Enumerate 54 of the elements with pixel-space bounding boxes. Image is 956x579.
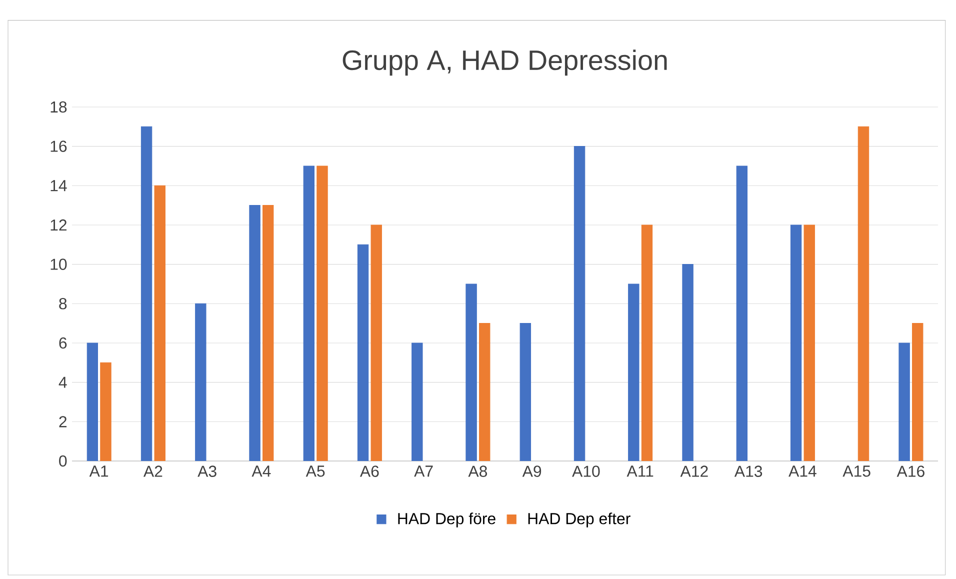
y-tick-label: 2 [59,416,67,428]
y-tick-label: 0 [59,455,67,467]
x-tick-label: A7 [414,466,433,477]
bar [628,284,640,461]
x-tick-label: A15 [842,466,870,477]
bar [790,224,802,461]
x-tick-label: A12 [680,466,708,477]
bar [574,146,586,461]
bar [858,126,870,461]
x-tick-label: A13 [734,466,762,477]
y-tick-label: 10 [50,258,67,270]
bar [804,224,815,461]
x-tick-label: A5 [306,466,325,477]
bar [154,185,166,461]
x-tick-label: A8 [468,466,487,477]
y-tick-label: 6 [59,337,67,349]
x-tick-label: A14 [788,466,816,477]
x-tick-label: A10 [572,466,600,477]
x-tick-label: A9 [522,466,542,477]
bar [195,303,206,461]
y-tick-label: 12 [50,219,67,231]
bar [736,166,748,461]
bar [682,264,694,461]
x-tick-label: A16 [896,466,924,477]
bar [262,205,274,461]
x-tick-label: A6 [360,466,379,477]
x-tick-label: A4 [252,466,271,477]
bar [641,224,653,461]
y-tick-label: 18 [50,101,67,113]
bar [316,166,328,461]
bar [86,342,98,461]
legend-label: HAD Dep efter [528,512,630,528]
bar [140,126,152,461]
bar [466,284,477,461]
x-tick-label: A1 [89,466,108,477]
bar [370,224,382,461]
y-tick-label: 16 [50,140,67,152]
x-tick-label: A3 [198,466,216,477]
y-tick-label: 14 [50,180,67,192]
y-tick-label: 8 [59,298,67,310]
bar [100,362,112,461]
bar [898,342,910,461]
x-tick-label: A2 [143,466,162,477]
chart-title: Grupp A, HAD Depression [342,50,667,76]
bar [303,166,315,461]
y-tick-label: 4 [58,376,67,388]
bar [249,205,260,461]
bar [412,342,423,461]
bar [357,244,369,461]
bar [912,323,924,461]
x-tick-label: A11 [626,466,654,477]
legend-label: HAD Dep före [398,512,496,528]
bar [520,323,532,461]
bar [479,323,490,461]
